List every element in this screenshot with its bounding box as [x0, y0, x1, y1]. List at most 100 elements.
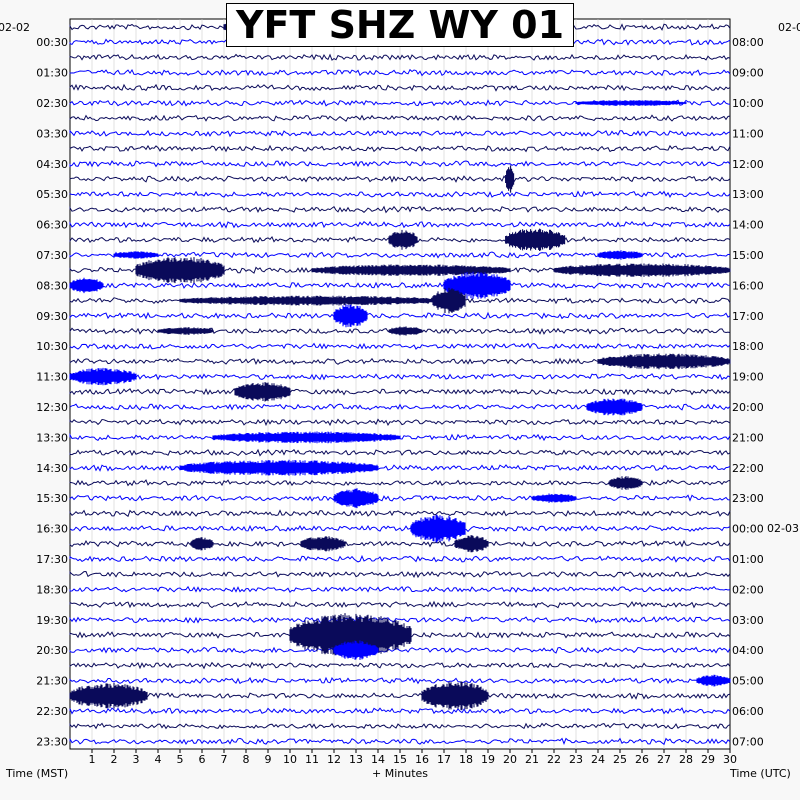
left-time-label: 18:30	[36, 583, 68, 596]
event-burst	[289, 613, 412, 657]
minute-tick-label: 28	[679, 753, 693, 766]
event-burst	[311, 264, 511, 276]
event-burst	[586, 398, 643, 416]
seismic-trace	[69, 129, 731, 138]
left-time-label: 19:30	[36, 614, 68, 627]
left-time-label: 16:30	[36, 523, 68, 536]
seismic-trace	[69, 144, 731, 153]
seismic-trace	[69, 388, 731, 396]
left-time-label: 15:30	[36, 492, 68, 505]
right-time-label: 07:00	[732, 735, 764, 748]
event-burst	[212, 431, 401, 444]
event-burst	[553, 263, 731, 277]
left-time-label: 14:30	[36, 462, 68, 475]
minute-tick-label: 18	[459, 753, 473, 766]
seismic-trace	[69, 616, 731, 624]
minute-tick-label: 23	[569, 753, 583, 766]
minute-tick-labels: 1 2 3 4 5 6 7 8 9 10 11 12 13 14 15 16 17 18 19 20 21 22 23 24 2…	[89, 749, 737, 766]
event-burst	[597, 353, 731, 370]
minute-tick-label: 7	[221, 753, 228, 766]
left-time-label: 05:30	[36, 188, 68, 201]
event-burst	[69, 683, 148, 709]
seismic-trace	[69, 737, 731, 746]
right-time-label: 20:00	[732, 401, 764, 414]
seismic-trace	[69, 281, 730, 289]
date-change-label: 02-03	[767, 522, 799, 535]
event-burst	[300, 536, 346, 552]
left-time-label: 12:30	[36, 401, 68, 414]
event-burst	[157, 327, 214, 335]
minute-gridlines	[91, 19, 709, 749]
seismic-trace	[69, 160, 731, 168]
seismic-trace	[69, 190, 731, 198]
right-time-label: 16:00	[732, 279, 764, 292]
start-date-right: 02-02	[778, 21, 800, 34]
seismic-trace	[69, 676, 731, 685]
event-burst	[333, 640, 379, 660]
minute-tick-label: 17	[437, 753, 451, 766]
seismic-trace	[69, 524, 731, 533]
minute-tick-label: 4	[155, 753, 162, 766]
right-time-label: 02:00	[732, 583, 764, 596]
minute-tick-label: 27	[657, 753, 671, 766]
left-time-label: 00:30	[36, 36, 68, 49]
right-time-labels: 08:00 09:00 10:00 11:00 12:00 13:00 14:00 15:00…	[732, 36, 764, 748]
right-time-label: 21:00	[732, 431, 764, 444]
minute-tick-label: 20	[503, 753, 517, 766]
minute-tick-label: 3	[133, 753, 140, 766]
right-time-label: 08:00	[732, 36, 764, 49]
seismic-trace	[69, 311, 731, 320]
event-burst	[69, 277, 104, 294]
event-burst	[454, 535, 489, 553]
event-burst	[421, 681, 489, 711]
left-time-label: 22:30	[36, 705, 68, 718]
right-axis-label: Time (UTC)	[729, 767, 791, 780]
seismic-trace	[69, 570, 731, 579]
event-burst	[608, 476, 643, 490]
event-burst	[234, 382, 291, 402]
minute-tick-label: 16	[415, 753, 429, 766]
event-burst	[388, 326, 423, 336]
minute-tick-label: 10	[283, 753, 297, 766]
minute-tick-label: 12	[327, 753, 341, 766]
seismic-trace	[69, 114, 731, 122]
right-time-label: 12:00	[732, 158, 764, 171]
right-time-label: 11:00	[732, 127, 764, 140]
start-date-left: 02-02	[0, 21, 30, 34]
left-time-label: 09:30	[36, 310, 68, 323]
seismic-trace	[69, 661, 731, 670]
minute-tick-label: 22	[547, 753, 561, 766]
minute-tick-label: 1	[89, 753, 96, 766]
event-burst	[531, 493, 577, 503]
seismic-trace	[69, 539, 731, 548]
right-time-label: 06:00	[732, 705, 764, 718]
event-burst	[179, 459, 379, 476]
minute-tick-label: 25	[613, 753, 627, 766]
event-burst	[388, 229, 418, 250]
left-time-label: 21:30	[36, 675, 68, 688]
left-time-label: 23:30	[36, 735, 68, 748]
seismic-traces	[69, 23, 731, 746]
right-time-label: 05:00	[732, 675, 764, 688]
seismic-trace	[69, 175, 731, 183]
seismic-trace	[69, 692, 731, 700]
right-time-label: 17:00	[732, 310, 764, 323]
seismic-trace	[69, 600, 731, 609]
event-burst	[597, 250, 643, 260]
left-time-label: 04:30	[36, 158, 68, 171]
minute-tick-label: 26	[635, 753, 649, 766]
left-time-label: 03:30	[36, 127, 68, 140]
right-time-label: 09:00	[732, 67, 764, 80]
seismic-trace	[69, 68, 731, 77]
minute-tick-label: 15	[393, 753, 407, 766]
left-time-label: 17:30	[36, 553, 68, 566]
minute-tick-label: 29	[701, 753, 715, 766]
minute-tick-label: 6	[199, 753, 206, 766]
right-time-label: 03:00	[732, 614, 764, 627]
event-burst	[443, 271, 511, 300]
right-time-label: 19:00	[732, 371, 764, 384]
left-axis-label: Time (MST)	[5, 767, 68, 780]
seismic-trace	[69, 53, 731, 61]
minute-tick-label: 9	[265, 753, 272, 766]
